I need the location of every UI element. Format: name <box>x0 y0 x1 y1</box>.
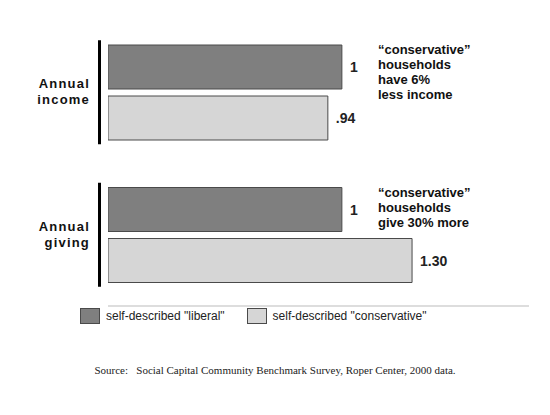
svg-text:1.30: 1.30 <box>420 253 447 269</box>
svg-text:1: 1 <box>350 202 358 218</box>
svg-text:“conservative”householdshave 6: “conservative”householdshave 6%less inco… <box>378 42 471 102</box>
svg-text:1: 1 <box>350 59 358 75</box>
svg-text:Annualgiving: Annualgiving <box>39 219 90 250</box>
html-text:self-described "liberal": self-described "liberal" <box>106 309 225 323</box>
html-text:Source: Social Capital Communi: Source: Social Capital Community Benchma… <box>94 364 456 376</box>
svg-text:“conservative”householdsgive 3: “conservative”householdsgive 30% more <box>378 184 471 229</box>
html-text:self-described "conservative": self-described "conservative" <box>272 309 427 323</box>
svg-text:.94: .94 <box>336 110 356 126</box>
svg-text:Annualincome: Annualincome <box>37 76 90 107</box>
